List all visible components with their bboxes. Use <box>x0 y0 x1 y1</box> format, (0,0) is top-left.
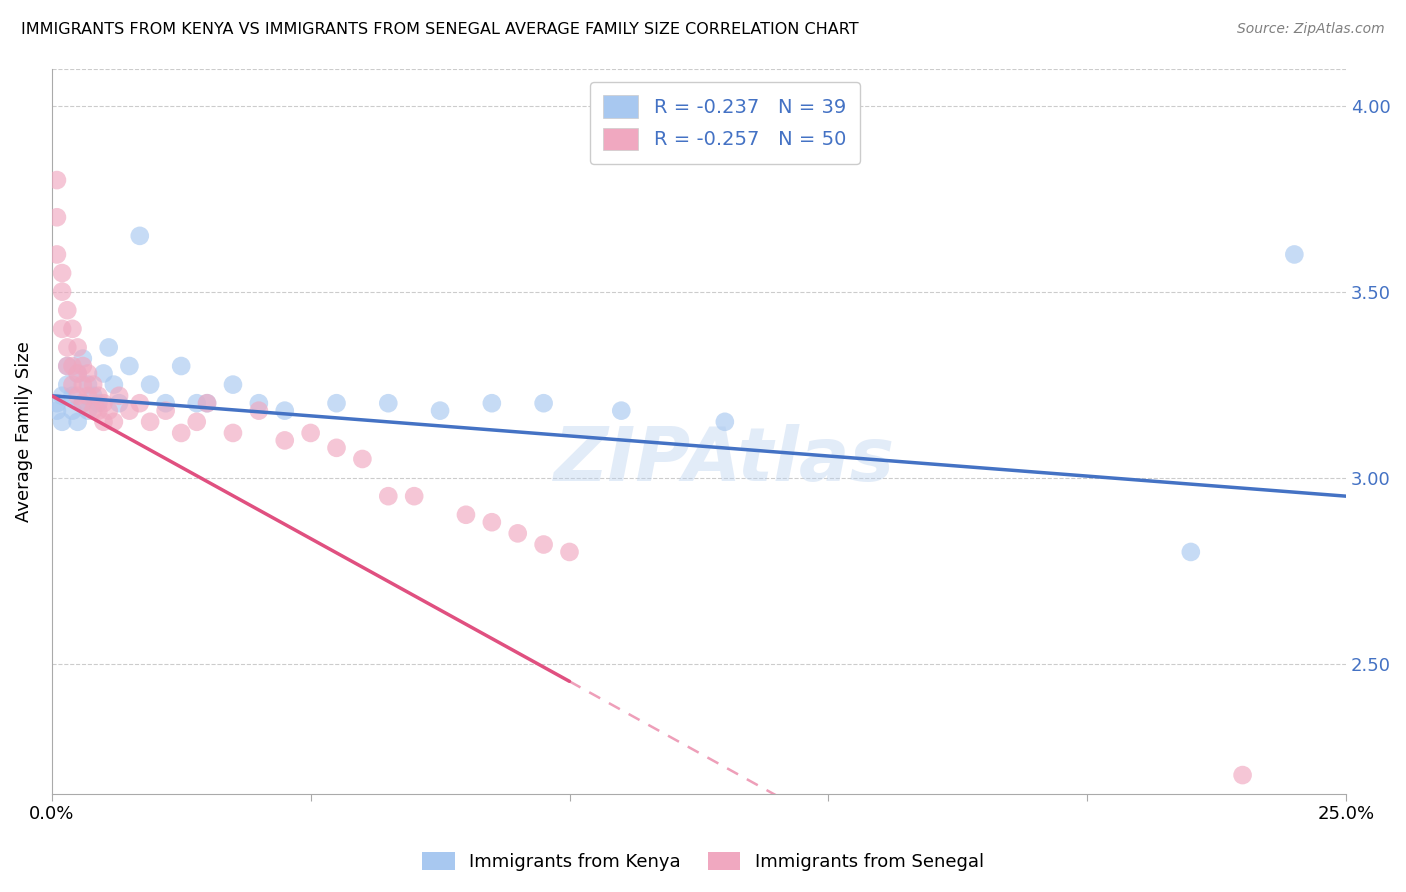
Point <box>51 285 73 299</box>
Point <box>222 377 245 392</box>
Point <box>72 396 94 410</box>
Point <box>195 396 218 410</box>
Point <box>77 367 100 381</box>
Point <box>51 266 73 280</box>
Point <box>66 367 89 381</box>
Point <box>325 396 347 410</box>
Point <box>128 228 150 243</box>
Point <box>247 396 270 410</box>
Point <box>93 396 115 410</box>
Point <box>454 508 477 522</box>
Point <box>325 441 347 455</box>
Legend: Immigrants from Kenya, Immigrants from Senegal: Immigrants from Kenya, Immigrants from S… <box>415 845 991 879</box>
Point <box>139 415 162 429</box>
Point <box>66 367 89 381</box>
Point <box>51 389 73 403</box>
Point <box>481 515 503 529</box>
Point <box>558 545 581 559</box>
Point <box>1232 768 1254 782</box>
Point <box>377 396 399 410</box>
Point <box>274 403 297 417</box>
Point <box>72 359 94 373</box>
Point <box>155 403 177 417</box>
Point <box>62 322 84 336</box>
Point <box>72 396 94 410</box>
Point <box>714 415 737 429</box>
Point <box>66 389 89 403</box>
Point <box>610 403 633 417</box>
Y-axis label: Average Family Size: Average Family Size <box>15 341 32 522</box>
Point <box>56 377 79 392</box>
Point <box>51 322 73 336</box>
Point <box>77 377 100 392</box>
Point <box>274 434 297 448</box>
Point <box>93 415 115 429</box>
Point <box>103 415 125 429</box>
Point <box>66 340 89 354</box>
Point <box>118 359 141 373</box>
Point <box>51 415 73 429</box>
Point <box>56 340 79 354</box>
Point <box>62 403 84 417</box>
Point <box>506 526 529 541</box>
Point <box>247 403 270 417</box>
Point <box>377 489 399 503</box>
Point <box>72 377 94 392</box>
Point <box>82 377 104 392</box>
Point <box>62 389 84 403</box>
Point <box>128 396 150 410</box>
Point <box>481 396 503 410</box>
Point <box>429 403 451 417</box>
Point <box>45 247 67 261</box>
Point <box>87 403 110 417</box>
Point <box>45 396 67 410</box>
Point <box>72 351 94 366</box>
Legend: R = -0.237   N = 39, R = -0.257   N = 50: R = -0.237 N = 39, R = -0.257 N = 50 <box>589 82 860 164</box>
Point <box>62 377 84 392</box>
Point <box>404 489 426 503</box>
Point <box>1180 545 1202 559</box>
Point <box>195 396 218 410</box>
Point <box>155 396 177 410</box>
Point <box>1284 247 1306 261</box>
Point <box>45 403 67 417</box>
Point <box>87 396 110 410</box>
Point <box>533 537 555 551</box>
Point <box>222 425 245 440</box>
Point <box>62 359 84 373</box>
Point <box>352 452 374 467</box>
Point <box>82 389 104 403</box>
Point <box>299 425 322 440</box>
Point <box>186 415 208 429</box>
Point <box>108 396 131 410</box>
Point <box>170 359 193 373</box>
Point <box>77 389 100 403</box>
Point <box>56 359 79 373</box>
Text: ZIPAtlas: ZIPAtlas <box>554 424 896 497</box>
Point <box>66 415 89 429</box>
Point <box>103 377 125 392</box>
Point <box>533 396 555 410</box>
Point <box>45 211 67 225</box>
Point <box>139 377 162 392</box>
Point <box>87 389 110 403</box>
Point <box>45 173 67 187</box>
Point <box>118 403 141 417</box>
Point <box>97 403 120 417</box>
Point <box>56 359 79 373</box>
Point <box>77 403 100 417</box>
Point <box>170 425 193 440</box>
Text: Source: ZipAtlas.com: Source: ZipAtlas.com <box>1237 22 1385 37</box>
Text: IMMIGRANTS FROM KENYA VS IMMIGRANTS FROM SENEGAL AVERAGE FAMILY SIZE CORRELATION: IMMIGRANTS FROM KENYA VS IMMIGRANTS FROM… <box>21 22 859 37</box>
Point <box>108 389 131 403</box>
Point <box>186 396 208 410</box>
Point <box>56 303 79 318</box>
Point <box>97 340 120 354</box>
Point <box>93 367 115 381</box>
Point <box>82 403 104 417</box>
